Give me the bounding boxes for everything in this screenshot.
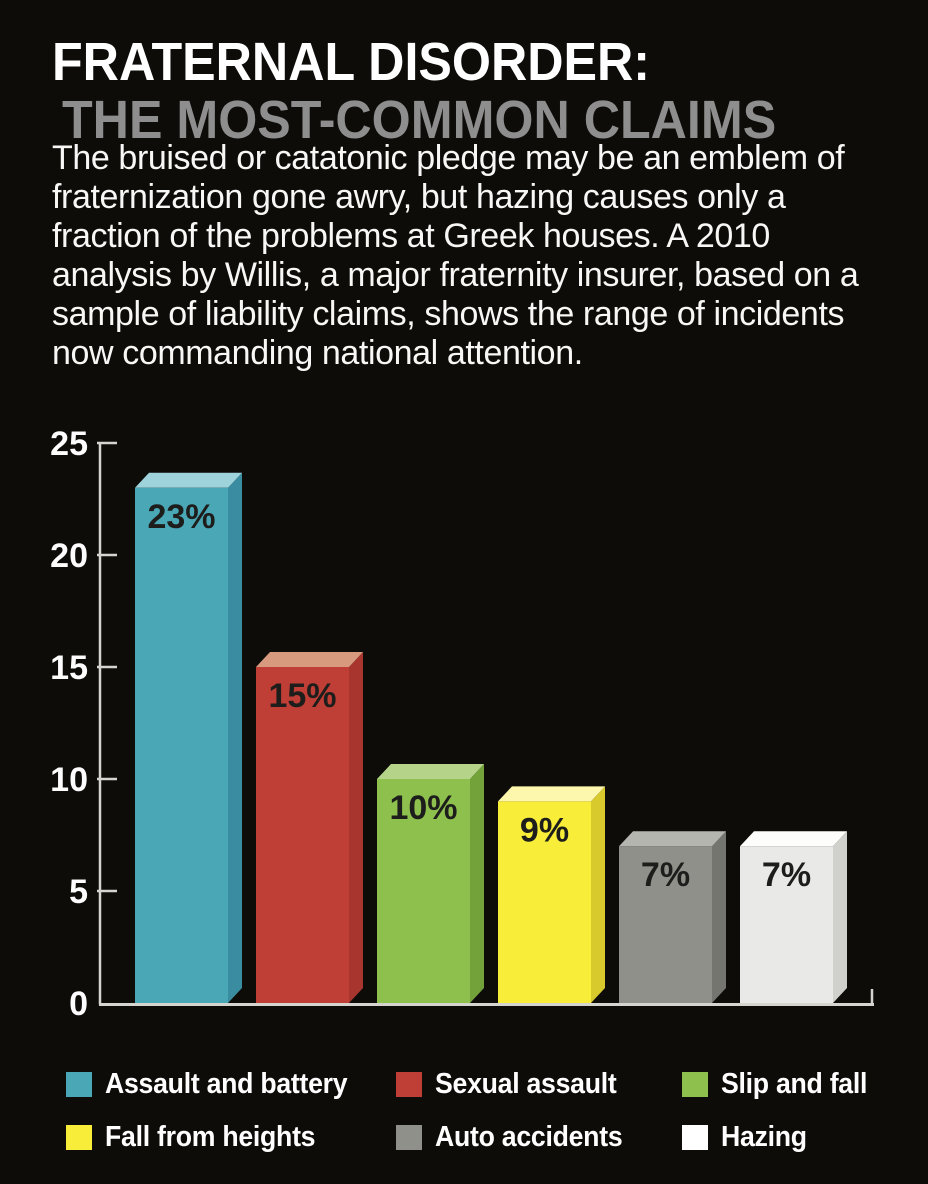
bar-top-sexual-assault [256,652,363,667]
bar-auto-accidents [619,846,712,1003]
bar-value-label-auto-accidents: 7% [641,856,690,894]
legend-swatch-hazing [682,1125,708,1150]
legend-item-assault-and-battery: Assault and battery [66,1068,368,1101]
legend-item-sexual-assault: Sexual assault [396,1068,632,1101]
bar-side-hazing [833,831,847,1003]
bar-value-label-slip-and-fall: 10% [389,789,457,827]
bar-value-label-hazing: 7% [762,856,811,894]
bar-top-fall-from-heights [498,786,605,802]
bar-value-label-fall-from-heights: 9% [520,811,569,849]
legend-label: Assault and battery [105,1068,348,1100]
page-subtitle-text: THE MOST-COMMON CLAIMS [62,90,777,151]
title-block: FRATERNAL DISORDER: THE MOST-COMMON CLAI… [52,34,830,148]
bar-slip-and-fall [377,779,470,1003]
y-tick-label-20: 20 [50,537,88,575]
bar-value-label-assault-and-battery: 23% [147,498,215,536]
bar-side-auto-accidents [712,831,726,1003]
bar-side-sexual-assault [349,652,363,1003]
bar-top-slip-and-fall [377,764,484,779]
intro-paragraph: The bruised or catatonic pledge may be a… [52,139,859,372]
bar-assault-and-battery [135,487,228,1003]
legend-label: Slip and fall [721,1068,868,1100]
bar-top-hazing [740,831,847,847]
page-title-text: FRATERNAL DISORDER: [52,32,650,92]
bar-chart: 23% 15% 10% 9% 7% 7% 0 5 10 15 20 25 [0,420,928,1045]
legend-swatch-fall-from-heights [66,1125,92,1150]
y-tick-label-0: 0 [69,985,88,1023]
bar-side-assault-and-battery [228,472,242,1003]
bar-value-label-sexual-assault: 15% [268,677,336,715]
legend-item-fall-from-heights: Fall from heights [66,1121,334,1154]
legend-swatch-slip-and-fall [682,1072,708,1097]
legend-label: Hazing [721,1121,807,1153]
legend-item-hazing: Hazing [682,1121,814,1154]
bar-side-slip-and-fall [470,764,484,1003]
bar-side-fall-from-heights [591,786,605,1003]
bar-chart-canvas: 23% 15% 10% 9% 7% 7% 0 5 10 15 20 25 [50,425,874,1023]
page-title: FRATERNAL DISORDER: [52,34,830,90]
legend-label: Fall from heights [105,1121,316,1153]
legend-swatch-auto-accidents [396,1125,422,1150]
page-subtitle: THE MOST-COMMON CLAIMS [62,92,830,148]
bar-fall-from-heights [498,801,591,1003]
legend-label: Auto accidents [435,1121,623,1153]
legend-item-slip-and-fall: Slip and fall [682,1068,880,1101]
y-tick-label-5: 5 [69,873,88,911]
bar-hazing [740,846,833,1003]
y-tick-label-15: 15 [50,649,88,687]
legend-label: Sexual assault [435,1068,617,1100]
bar-sexual-assault [256,667,349,1003]
legend-swatch-sexual-assault [396,1072,422,1097]
legend-swatch-assault-and-battery [66,1072,92,1097]
bar-top-assault-and-battery [135,472,242,488]
y-tick-label-25: 25 [50,425,88,463]
y-tick-label-10: 10 [50,761,88,799]
legend-item-auto-accidents: Auto accidents [396,1121,639,1154]
bar-top-auto-accidents [619,831,726,847]
